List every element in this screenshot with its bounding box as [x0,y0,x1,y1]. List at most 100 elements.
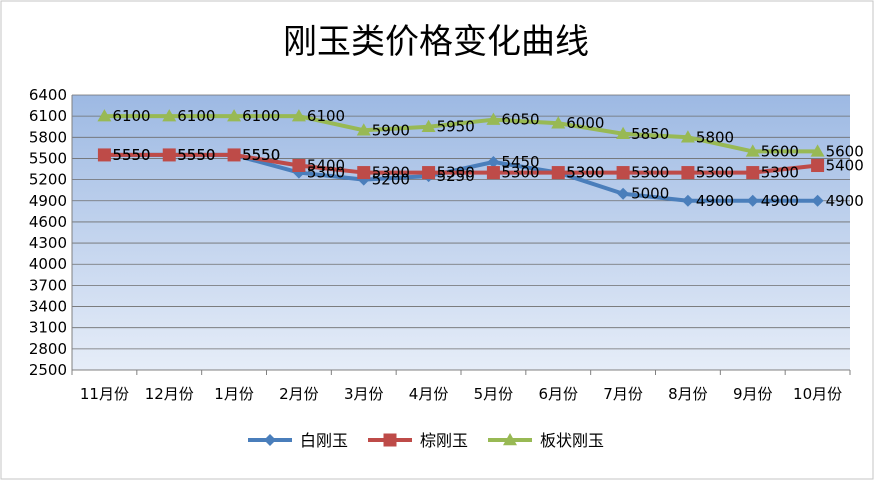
data-label: 5300 [566,164,604,182]
x-tick-label: 6月份 [538,385,578,403]
data-point [162,148,176,162]
y-tick-label: 4300 [29,234,67,252]
data-label: 5300 [696,164,734,182]
data-point [746,166,760,180]
legend-marker [383,433,397,447]
x-tick-label: 1月份 [214,385,254,403]
y-tick-label: 5800 [29,128,67,146]
data-label: 5550 [242,146,280,164]
x-tick-label: 12月份 [145,385,194,403]
data-label: 5200 [372,171,410,189]
data-label: 5800 [696,128,734,146]
x-tick-label: 2月份 [279,385,319,403]
y-tick-label: 4600 [29,213,67,231]
data-point [227,109,242,122]
data-label: 5300 [307,164,345,182]
data-label: 4900 [826,192,864,210]
y-tick-label: 5500 [29,149,67,167]
data-label: 5550 [177,146,215,164]
data-label: 5300 [566,164,604,182]
x-tick-label: 8月份 [668,385,708,403]
data-point [227,148,241,162]
data-label: 6050 [501,111,539,129]
y-tick-label: 4900 [29,192,67,210]
data-label: 5550 [177,146,215,164]
data-point [551,116,566,129]
data-label: 5250 [437,167,475,185]
data-point [811,194,824,207]
data-label: 5850 [631,125,669,143]
legend-marker [264,434,276,446]
data-label: 5600 [761,142,799,160]
data-label: 5550 [242,146,280,164]
data-point [681,194,694,207]
y-tick-label: 3700 [29,276,67,294]
data-label: 5600 [826,142,864,160]
data-label: 6100 [177,107,215,125]
y-tick-label: 3100 [29,319,67,337]
y-tick-label: 5200 [29,171,67,189]
y-tick-label: 2500 [29,361,67,379]
data-label: 5550 [112,146,150,164]
data-label: 5400 [307,157,345,175]
data-point [292,159,306,173]
data-label: 4900 [696,192,734,210]
data-label: 6100 [307,107,345,125]
data-label: 5450 [501,153,539,171]
x-tick-label: 11月份 [80,385,129,403]
series-lines [97,109,825,207]
chart-title: 刚玉类价格变化曲线 [283,22,589,62]
legend: 白刚玉 棕刚玉 板状刚玉 [248,431,604,450]
data-label: 5400 [826,157,864,175]
data-label: 6100 [112,107,150,125]
y-tick-label: 6400 [29,86,67,104]
data-point [422,166,436,180]
data-point [356,123,371,136]
data-label: 6100 [242,107,280,125]
data-point [97,109,112,122]
data-point [617,187,630,200]
grid-lines [72,94,850,371]
x-tick-label: 10月份 [793,385,842,403]
x-tick-label: 4月份 [409,385,449,403]
data-point [162,109,177,122]
x-tick-label: 9月份 [733,385,773,403]
data-label: 5950 [437,118,475,136]
series-line [104,152,818,175]
data-point [97,148,111,162]
data-label: 5300 [501,164,539,182]
data-label: 5300 [761,164,799,182]
data-point [291,109,306,122]
data-label: 5300 [631,164,669,182]
data-label: 5900 [372,121,410,139]
legend-label: 板状刚玉 [540,431,604,450]
data-label: 5300 [372,164,410,182]
x-tick-label: 7月份 [603,385,643,403]
data-point [681,166,695,180]
data-point [680,130,695,143]
data-point [810,144,825,157]
data-point [811,159,825,173]
data-point [486,166,500,180]
data-point [616,126,631,140]
data-label: 4900 [761,192,799,210]
x-tick-label: 3月份 [344,385,384,403]
data-label: 5000 [631,185,669,203]
y-tick-label: 4000 [29,255,67,273]
data-label: 5550 [112,146,150,164]
legend-label: 棕刚玉 [420,431,468,450]
data-point [487,155,500,168]
y-tick-label: 3400 [29,298,67,316]
data-point [551,166,565,180]
data-point [616,166,630,180]
data-point [486,112,501,125]
legend-label: 白刚玉 [300,431,348,450]
series-line [104,114,818,154]
y-tick-label: 6100 [29,107,67,125]
data-label: 6000 [566,114,604,132]
data-point [421,119,436,132]
data-point [357,166,371,180]
